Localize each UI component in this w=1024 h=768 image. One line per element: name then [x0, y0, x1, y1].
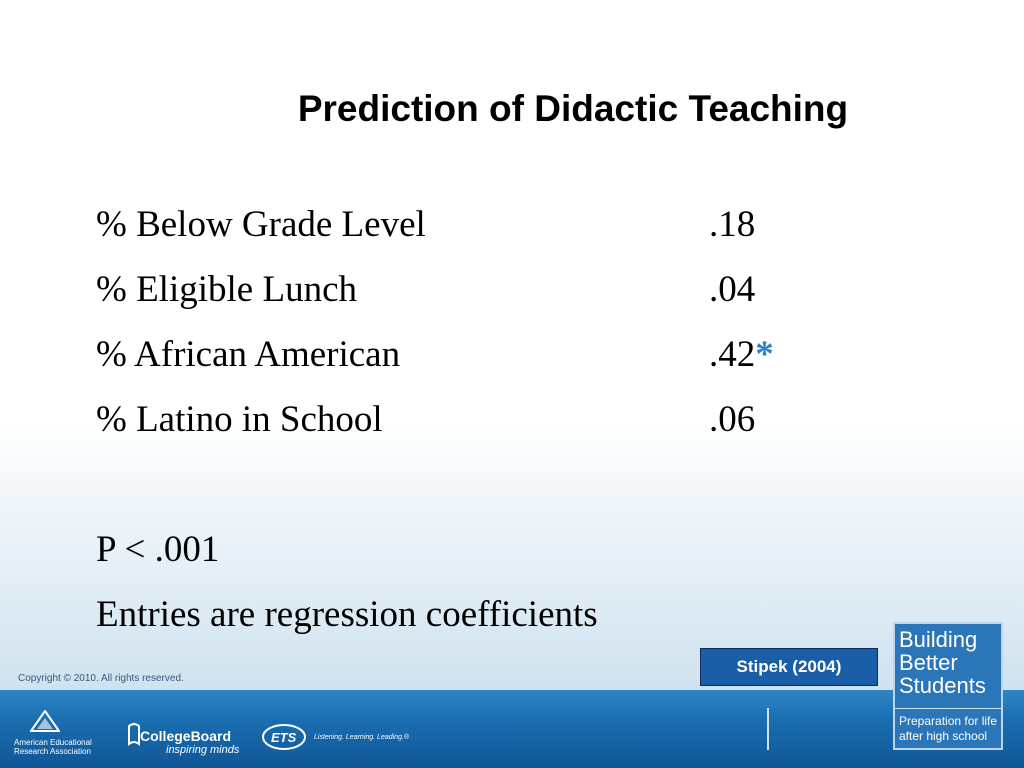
- collegeboard-icon: [128, 723, 140, 747]
- slide-title: Prediction of Didactic Teaching: [297, 88, 849, 129]
- logo-text: inspiring minds: [166, 744, 240, 756]
- row-label: % Eligible Lunch: [96, 269, 357, 310]
- row-value: .42*: [709, 333, 774, 376]
- row-value: .18: [709, 204, 756, 245]
- row-value: .04: [709, 269, 756, 310]
- significance-marker: *: [755, 334, 774, 375]
- brand-rule: [895, 708, 1001, 709]
- note: Entries are regression coefficients: [96, 594, 598, 635]
- logo-text: American Educational Research Associatio…: [14, 738, 92, 756]
- row-label: % Latino in School: [96, 399, 383, 440]
- logo-text: CollegeBoard: [140, 728, 232, 744]
- aera-icon: [30, 710, 60, 732]
- brand-box: Building Better Students Preparation for…: [893, 622, 1003, 750]
- copyright: Copyright © 2010. All rights reserved.: [18, 673, 184, 684]
- value-text: .42: [709, 334, 756, 375]
- footer-band: American Educational Research Associatio…: [0, 690, 1024, 768]
- brand-subtitle: Preparation for life after high school: [899, 714, 998, 743]
- divider: [767, 708, 769, 750]
- logo-text: ETS: [271, 730, 297, 745]
- brand-title: Building Better Students: [899, 627, 986, 698]
- citation: Stipek (2004): [700, 648, 878, 686]
- row-label: % African American: [96, 334, 401, 375]
- row-value: .06: [709, 399, 756, 440]
- note: P < .001: [96, 529, 220, 570]
- logo-text: Listening. Learning. Leading.®: [314, 734, 410, 741]
- ets-icon: [262, 724, 306, 750]
- row-label: % Below Grade Level: [96, 204, 426, 245]
